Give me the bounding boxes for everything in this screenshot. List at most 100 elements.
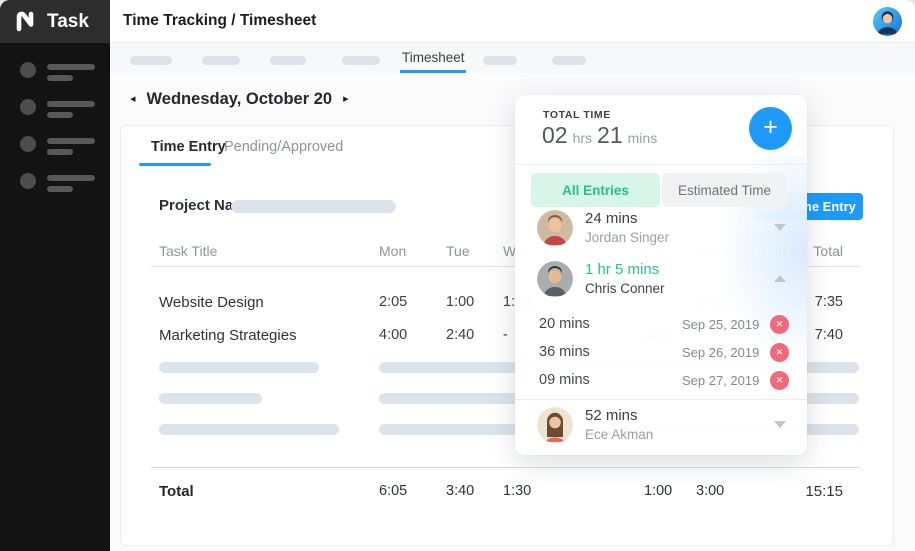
current-date-label: Wednesday, October 20 bbox=[146, 89, 333, 108]
detail-date: Sep 27, 2019 bbox=[682, 373, 760, 388]
cell-total: 7:40 bbox=[814, 327, 843, 343]
detail-time: 09 mins bbox=[539, 372, 590, 388]
sidebar-item[interactable] bbox=[20, 136, 110, 155]
task-title: Marketing Strategies bbox=[159, 327, 297, 344]
entry-time: 1 hr 5 mins bbox=[585, 261, 660, 278]
sidebar-item-label-skeleton bbox=[47, 62, 95, 81]
delete-entry-button[interactable]: ✕ bbox=[770, 315, 789, 334]
time-entry-item: 52 mins Ece Akman bbox=[515, 404, 807, 450]
delete-entry-button[interactable]: ✕ bbox=[770, 371, 789, 390]
cell-tue: 1:00 bbox=[446, 294, 475, 310]
chevron-up-icon[interactable] bbox=[774, 275, 786, 282]
avatar bbox=[537, 407, 573, 443]
sidebar-item-label-skeleton bbox=[47, 173, 95, 192]
sidebar-item[interactable] bbox=[20, 62, 110, 81]
prev-day-icon[interactable]: ◂ bbox=[130, 93, 136, 105]
estimated-time-tab[interactable]: Estimated Time bbox=[662, 173, 787, 207]
detail-date: Sep 25, 2019 bbox=[682, 317, 760, 332]
add-entry-plus-button[interactable]: + bbox=[749, 107, 792, 150]
plus-icon: + bbox=[763, 112, 778, 141]
minutes-unit: mins bbox=[627, 130, 658, 146]
sidebar: Task bbox=[0, 0, 110, 551]
sidebar-item-icon bbox=[20, 136, 36, 152]
tab-placeholder[interactable] bbox=[483, 56, 517, 65]
logo-text: Task bbox=[47, 10, 89, 32]
column-tue: Tue bbox=[446, 243, 470, 259]
cell-tue: 2:40 bbox=[446, 327, 475, 343]
sidebar-item[interactable] bbox=[20, 173, 110, 192]
time-entry-item-expanded: 1 hr 5 mins Chris Conner bbox=[515, 258, 807, 304]
sidebar-item-icon bbox=[20, 99, 36, 115]
entry-detail-row: 09 mins Sep 27, 2019 ✕ bbox=[515, 370, 807, 394]
tab-time-entry[interactable]: Time Entry bbox=[151, 139, 226, 155]
entries-filter: All Entries Estimated Time bbox=[531, 173, 787, 207]
entry-name: Jordan Singer bbox=[585, 230, 670, 245]
date-navigator: ◂ Wednesday, October 20 ▸ bbox=[130, 89, 349, 109]
sidebar-item-icon bbox=[20, 173, 36, 189]
tab-placeholder[interactable] bbox=[202, 56, 240, 65]
total-tue: 3:40 bbox=[446, 483, 475, 499]
chevron-down-icon[interactable] bbox=[774, 224, 786, 231]
project-name-skeleton bbox=[231, 200, 396, 213]
total-time-value: 02 hrs 21 mins bbox=[542, 122, 657, 149]
delete-icon: ✕ bbox=[775, 319, 784, 329]
divider bbox=[515, 164, 807, 165]
avatar bbox=[537, 210, 573, 246]
cell-mon: 2:05 bbox=[379, 294, 408, 310]
module-tabstrip: Timesheet bbox=[110, 43, 915, 73]
table-total-row: Total 6:05 3:40 1:30 1:00 3:00 15:15 bbox=[121, 483, 893, 503]
detail-time: 20 mins bbox=[539, 316, 590, 332]
entry-name: Chris Conner bbox=[585, 281, 665, 296]
avatar bbox=[537, 261, 573, 297]
tab-placeholder[interactable] bbox=[342, 56, 380, 65]
delete-entry-button[interactable]: ✕ bbox=[770, 343, 789, 362]
sidebar-item-icon bbox=[20, 62, 36, 78]
ntask-logo-icon bbox=[16, 11, 34, 32]
total-fri: 1:00 bbox=[644, 483, 673, 499]
delete-icon: ✕ bbox=[775, 347, 784, 357]
page-content: ◂ Wednesday, October 20 ▸ Time Entry Pen… bbox=[110, 73, 915, 551]
active-tab-underline bbox=[139, 163, 211, 166]
tab-placeholder[interactable] bbox=[552, 56, 586, 65]
column-total: Total bbox=[813, 243, 843, 259]
sidebar-item[interactable] bbox=[20, 99, 110, 118]
cell-wed: - bbox=[503, 327, 508, 343]
total-week: 15:15 bbox=[805, 483, 843, 500]
tab-placeholder[interactable] bbox=[130, 56, 172, 65]
sidebar-item-label-skeleton bbox=[47, 99, 95, 118]
divider bbox=[515, 399, 807, 400]
divider bbox=[151, 266, 861, 267]
chevron-down-icon[interactable] bbox=[774, 421, 786, 428]
page-title: Time Tracking / Timesheet bbox=[123, 12, 317, 29]
entry-time: 24 mins bbox=[585, 210, 638, 227]
sidebar-nav bbox=[0, 43, 110, 192]
sidebar-item-label-skeleton bbox=[47, 136, 95, 155]
all-entries-tab[interactable]: All Entries bbox=[531, 173, 660, 207]
total-mon: 6:05 bbox=[379, 483, 408, 499]
cell-mon: 4:00 bbox=[379, 327, 408, 343]
total-label: Total bbox=[159, 483, 194, 500]
entry-time: 52 mins bbox=[585, 407, 638, 424]
entry-name: Ece Akman bbox=[585, 427, 654, 442]
divider bbox=[151, 467, 861, 468]
entry-detail-row: 36 mins Sep 26, 2019 ✕ bbox=[515, 342, 807, 366]
task-title: Website Design bbox=[159, 294, 264, 311]
next-day-icon[interactable]: ▸ bbox=[343, 93, 349, 105]
user-avatar-icon bbox=[877, 10, 898, 34]
tab-placeholder[interactable] bbox=[270, 56, 306, 65]
tab-timesheet[interactable]: Timesheet bbox=[402, 50, 465, 65]
tab-pending-approved[interactable]: Pending/Approved bbox=[224, 139, 344, 155]
hours-unit: hrs bbox=[572, 130, 593, 146]
user-avatar[interactable] bbox=[873, 6, 902, 36]
total-minutes: 21 bbox=[597, 122, 623, 148]
total-time-label: TOTAL TIME bbox=[543, 109, 611, 121]
app-logo[interactable]: Task bbox=[0, 0, 110, 43]
detail-date: Sep 26, 2019 bbox=[682, 345, 760, 360]
total-hours: 02 bbox=[542, 122, 568, 148]
entry-detail-row: 20 mins Sep 25, 2019 ✕ bbox=[515, 314, 807, 338]
delete-icon: ✕ bbox=[775, 375, 784, 385]
active-tab-underline bbox=[400, 70, 466, 73]
cell-total: 7:35 bbox=[814, 294, 843, 310]
top-bar: Time Tracking / Timesheet bbox=[110, 0, 915, 43]
